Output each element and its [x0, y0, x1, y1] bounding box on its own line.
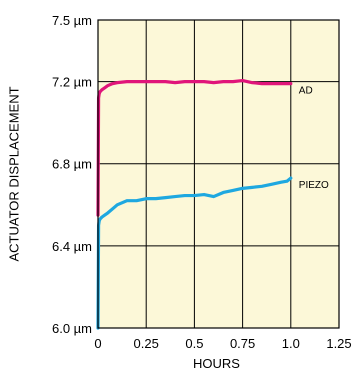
y-tick-label: 7.5 µm: [52, 13, 92, 28]
series-lines: [96, 78, 293, 330]
y-tick-labels: 6.0 µm 6.4 µm 6.8 µm 7.2 µm 7.5 µm: [52, 13, 92, 336]
x-tick-label: 0.25: [134, 336, 159, 351]
series-labels: AD PIEZO: [299, 86, 329, 191]
series-label-piezo: PIEZO: [299, 180, 329, 191]
x-tick-label: 0: [94, 336, 101, 351]
y-axis-title: ACTUATOR DISPLACEMENT: [7, 86, 22, 261]
series-label-ad: AD: [299, 86, 313, 97]
x-tick-labels: 0 0.25 0.5 0.75 1.0 1.25: [94, 336, 351, 351]
x-axis-title: HOURS: [193, 356, 240, 371]
x-tick-label: 1.0: [282, 336, 300, 351]
y-tick-label: 7.2 µm: [52, 75, 92, 90]
x-tick-label: 0.5: [185, 336, 203, 351]
y-tick-label: 6.4 µm: [52, 239, 92, 254]
series-line-piezo: [96, 176, 293, 330]
plot-border: [97, 19, 340, 329]
x-tick-label: 1.25: [326, 336, 351, 351]
series-line-ad: [96, 78, 293, 217]
x-tick-label: 0.75: [230, 336, 255, 351]
plot-background: [98, 20, 339, 328]
y-tick-label: 6.0 µm: [52, 321, 92, 336]
y-tick-label: 6.8 µm: [52, 157, 92, 172]
